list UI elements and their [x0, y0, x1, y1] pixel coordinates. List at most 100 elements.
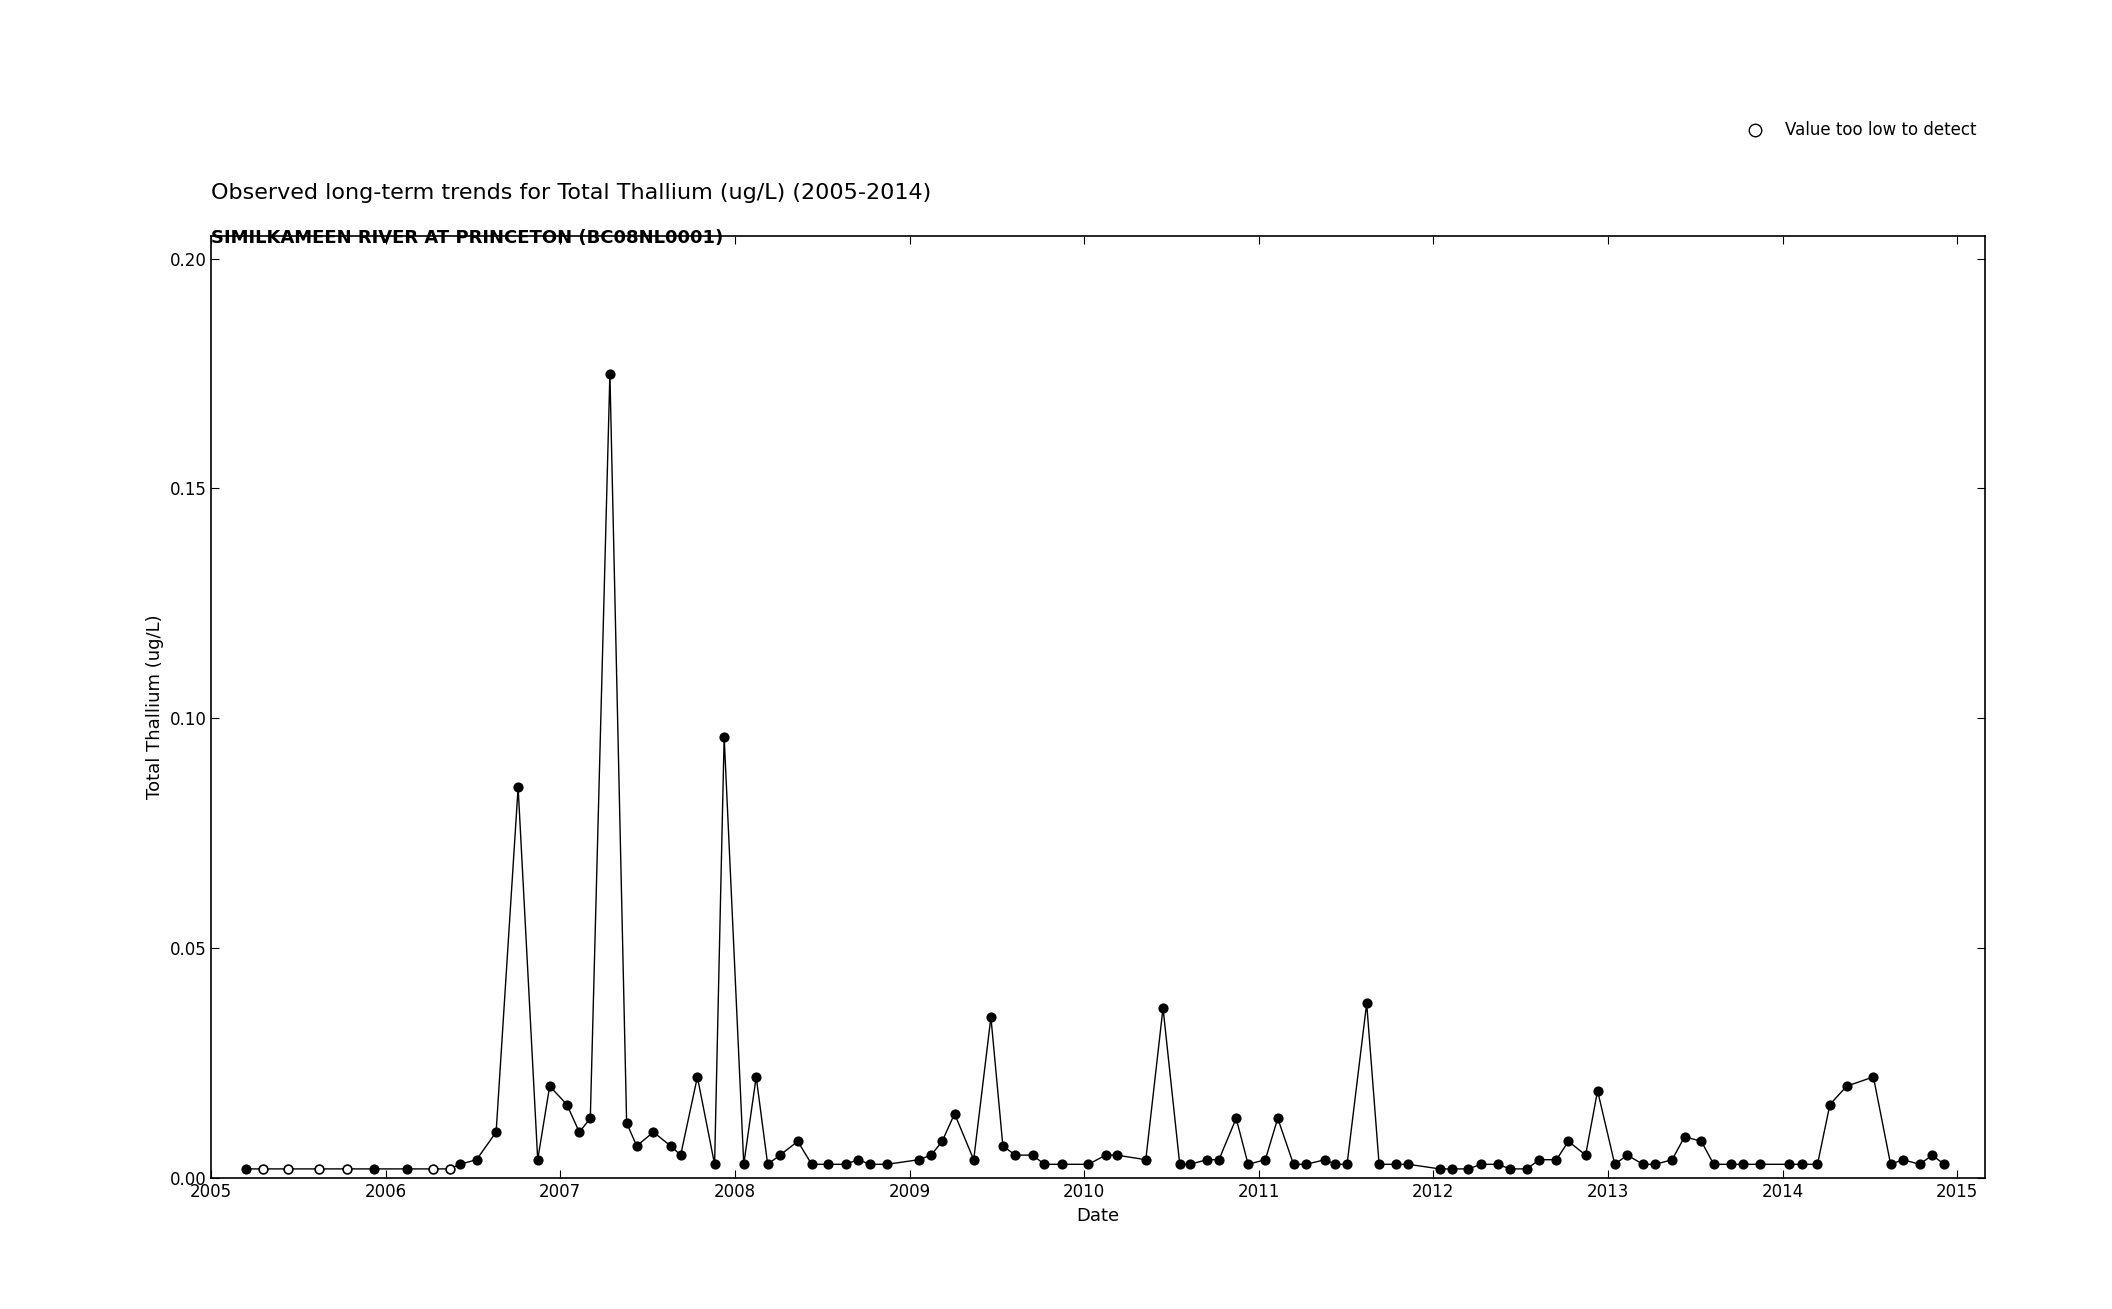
- Point: [1451, 1158, 1485, 1179]
- Text: Observed long-term trends for Total Thallium (ug/L) (2005-2014): Observed long-term trends for Total Thal…: [211, 183, 931, 203]
- Point: [902, 1149, 936, 1170]
- Point: [1668, 1126, 1702, 1147]
- Point: [1350, 994, 1383, 1014]
- Point: [1639, 1153, 1673, 1174]
- Point: [1423, 1158, 1457, 1179]
- Point: [1307, 1149, 1341, 1170]
- Point: [270, 1158, 304, 1179]
- Point: [1916, 1144, 1949, 1165]
- Point: [230, 1158, 264, 1179]
- Point: [416, 1158, 450, 1179]
- Point: [1436, 1158, 1470, 1179]
- Point: [938, 1103, 972, 1124]
- Point: [655, 1135, 689, 1156]
- Point: [1928, 1153, 1962, 1174]
- Point: [1202, 1149, 1236, 1170]
- Point: [549, 1094, 583, 1115]
- Point: [1552, 1131, 1586, 1152]
- Point: [1392, 1153, 1426, 1174]
- Point: [391, 1158, 425, 1179]
- Point: [1172, 1153, 1206, 1174]
- Point: [1772, 1153, 1806, 1174]
- Point: [762, 1144, 796, 1165]
- Point: [1886, 1149, 1920, 1170]
- Point: [828, 1153, 862, 1174]
- Point: [1609, 1144, 1643, 1165]
- Point: [1318, 1153, 1352, 1174]
- Point: [1147, 997, 1181, 1018]
- Point: [739, 1067, 773, 1088]
- Point: [1071, 1153, 1105, 1174]
- Point: [1829, 1076, 1863, 1097]
- Point: [444, 1153, 477, 1174]
- Point: [1580, 1080, 1614, 1101]
- Point: [479, 1122, 513, 1143]
- Point: [1090, 1144, 1124, 1165]
- Point: [1715, 1153, 1749, 1174]
- Point: [794, 1153, 828, 1174]
- Point: [1029, 1153, 1062, 1174]
- Point: [1276, 1153, 1309, 1174]
- Point: [1812, 1094, 1846, 1115]
- Point: [610, 1113, 644, 1134]
- Point: [853, 1153, 887, 1174]
- Point: [1379, 1153, 1413, 1174]
- Point: [636, 1122, 670, 1143]
- Point: [572, 1107, 606, 1128]
- Point: [619, 1135, 653, 1156]
- Point: [680, 1067, 714, 1088]
- Point: [247, 1158, 281, 1179]
- Point: [750, 1153, 784, 1174]
- Point: [957, 1149, 991, 1170]
- Point: [1540, 1149, 1573, 1170]
- Point: [1362, 1153, 1396, 1174]
- Point: [1726, 1153, 1759, 1174]
- Point: [460, 1149, 494, 1170]
- Point: [974, 1007, 1007, 1028]
- Point: [727, 1153, 760, 1174]
- Point: [708, 726, 741, 747]
- X-axis label: Date: Date: [1077, 1207, 1119, 1224]
- Point: [1045, 1153, 1079, 1174]
- Point: [1856, 1067, 1890, 1088]
- Point: [1785, 1153, 1818, 1174]
- Point: [1510, 1158, 1544, 1179]
- Point: [1130, 1149, 1164, 1170]
- Point: [1164, 1153, 1198, 1174]
- Point: [1016, 1144, 1050, 1165]
- Point: [1248, 1149, 1282, 1170]
- Point: [697, 1153, 731, 1174]
- Point: [501, 776, 534, 797]
- Point: [562, 1122, 596, 1143]
- Point: [1331, 1153, 1364, 1174]
- Point: [1189, 1149, 1223, 1170]
- Point: [870, 1153, 904, 1174]
- Point: [433, 1158, 467, 1179]
- Point: [999, 1144, 1033, 1165]
- Point: [1288, 1153, 1322, 1174]
- Point: [1626, 1153, 1660, 1174]
- Point: [781, 1131, 815, 1152]
- Y-axis label: Total Thallium (ug/L): Total Thallium (ug/L): [146, 614, 165, 800]
- Point: [522, 1149, 555, 1170]
- Point: [811, 1153, 845, 1174]
- Point: [1219, 1107, 1252, 1128]
- Point: [1873, 1153, 1907, 1174]
- Point: [357, 1158, 391, 1179]
- Point: [841, 1149, 874, 1170]
- Point: [532, 1076, 566, 1097]
- Point: [1742, 1153, 1776, 1174]
- Point: [1523, 1149, 1557, 1170]
- Point: [329, 1158, 363, 1179]
- Point: [1481, 1153, 1514, 1174]
- Point: [1100, 1144, 1134, 1165]
- Point: [593, 363, 627, 384]
- Point: [302, 1158, 336, 1179]
- Point: [1569, 1144, 1603, 1165]
- Point: [1696, 1153, 1730, 1174]
- Text: SIMILKAMEEN RIVER AT PRINCETON (BC08NL0001): SIMILKAMEEN RIVER AT PRINCETON (BC08NL00…: [211, 229, 724, 247]
- Point: [925, 1131, 959, 1152]
- Point: [1493, 1158, 1527, 1179]
- Legend: Value too low to detect: Value too low to detect: [1738, 122, 1977, 140]
- Point: [1685, 1131, 1719, 1152]
